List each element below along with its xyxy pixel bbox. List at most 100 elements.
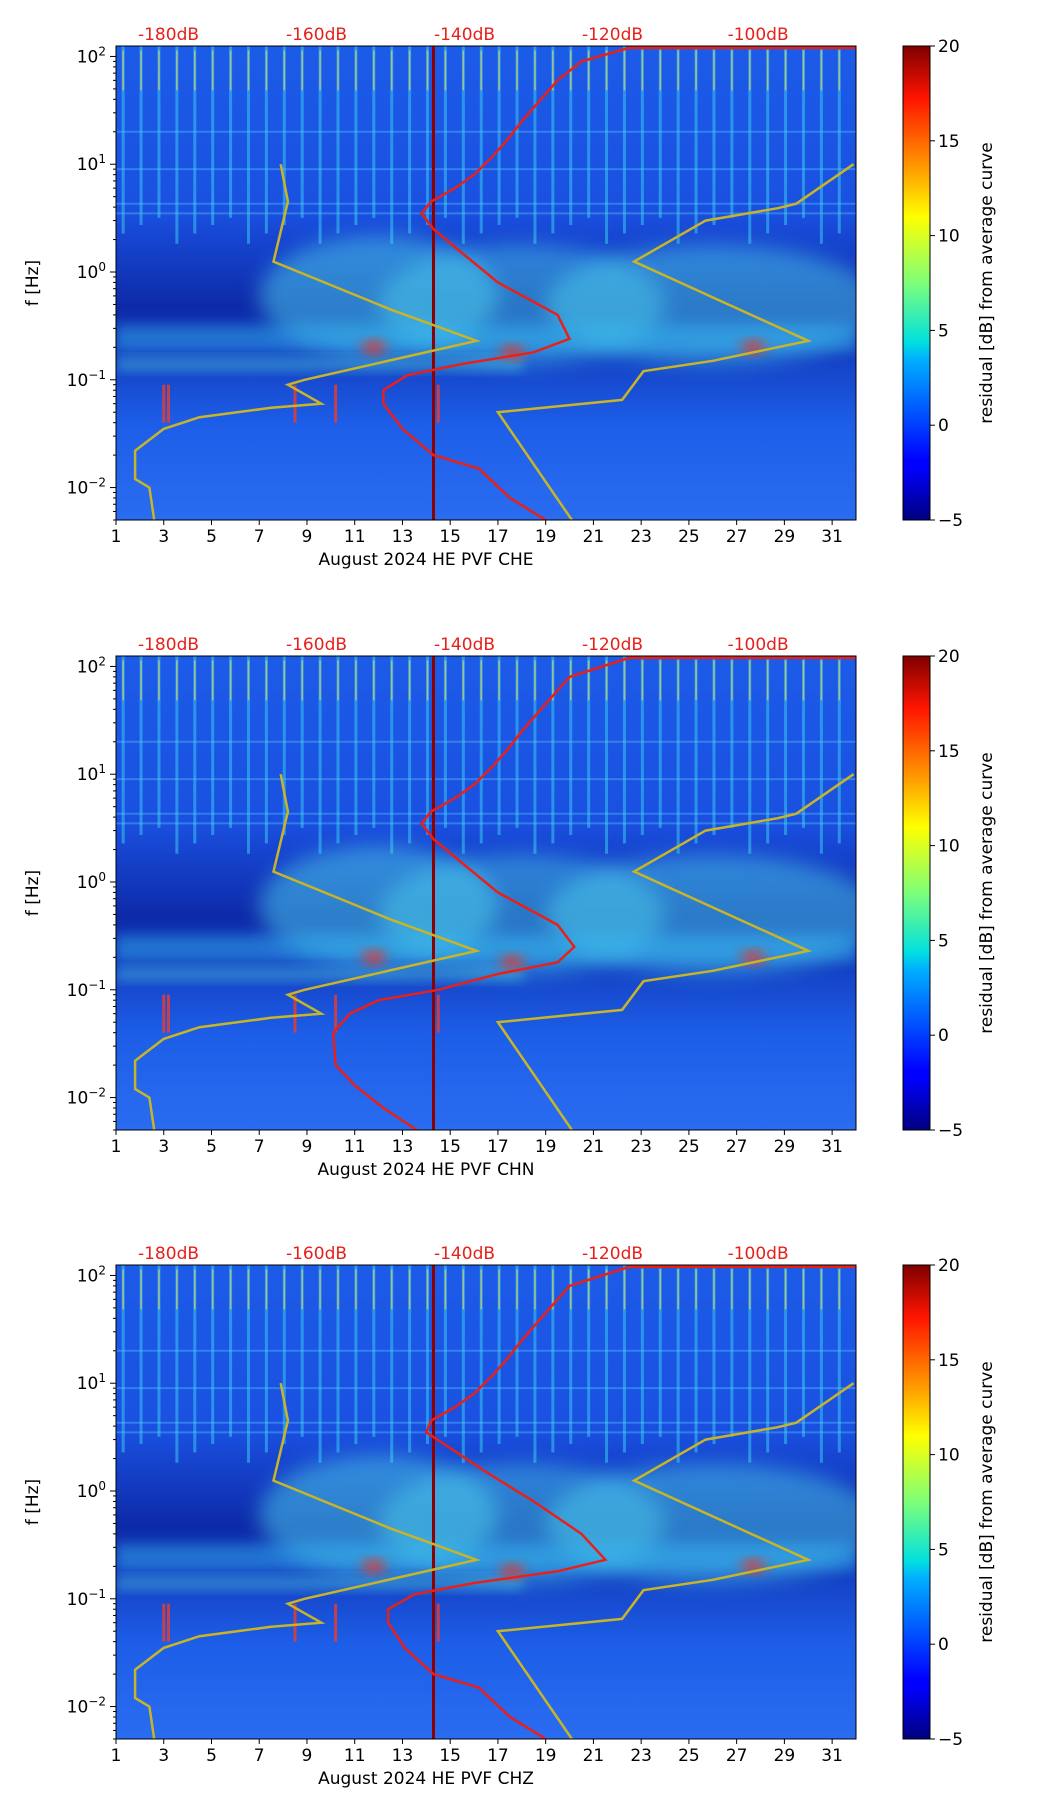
daily-streak-peak (301, 50, 303, 91)
daily-streak (748, 656, 752, 854)
y-tick-label: 10−2 (67, 476, 106, 499)
daily-streak-peak (462, 660, 465, 701)
x-tick-label: 21 (583, 527, 605, 547)
daily-streak (175, 46, 179, 244)
daily-streak-peak (784, 1269, 787, 1310)
daily-streak (766, 1265, 770, 1453)
hot-spot (500, 1565, 525, 1578)
daily-streak-peak (211, 50, 214, 91)
daily-streak-peak (122, 1269, 124, 1310)
daily-streak (479, 46, 483, 234)
y-tick-label: 100 (77, 870, 106, 893)
spectral-line (116, 1431, 856, 1434)
daily-streak-peak (229, 50, 232, 91)
daily-streak (461, 46, 465, 244)
y-tick-label: 101 (77, 762, 106, 785)
daily-streak (300, 656, 304, 828)
daily-streak (300, 46, 304, 218)
y-axis-label: f [Hz] (23, 870, 43, 916)
microseism-band (116, 968, 523, 981)
daily-streak (605, 46, 609, 244)
daily-streak (175, 1265, 179, 1463)
daily-streak-peak (820, 50, 823, 91)
daily-streak (730, 1265, 734, 1437)
daily-streak (121, 46, 125, 234)
colorbar-tick-label: 5 (938, 321, 949, 341)
event-streak (293, 1603, 297, 1642)
daily-streak (640, 656, 644, 835)
daily-streak-peak (426, 50, 429, 91)
top-db-label: -160dB (286, 635, 347, 655)
daily-streak (515, 46, 519, 218)
top-db-label: -100dB (728, 635, 789, 655)
daily-streak-peak (122, 50, 124, 91)
daily-streak-peak (802, 1269, 805, 1310)
daily-streak-peak (193, 1269, 196, 1310)
x-tick-label: 23 (630, 527, 652, 547)
daily-streak (175, 656, 179, 854)
daily-streak (211, 656, 215, 835)
x-tick-label: 15 (439, 527, 461, 547)
x-tick-label: 29 (774, 527, 796, 547)
daily-streak (819, 46, 823, 244)
daily-streak-peak (140, 660, 142, 701)
colorbar-tick-label: 15 (938, 132, 960, 152)
event-streak (436, 1603, 440, 1642)
daily-streak (282, 656, 286, 835)
x-tick-label: 3 (158, 1746, 169, 1766)
colorbar-tick-label: 5 (938, 931, 949, 951)
daily-streak (157, 46, 161, 218)
daily-streak (730, 46, 734, 218)
daily-streak (426, 656, 430, 835)
daily-streak-peak (390, 660, 393, 701)
event-streak (162, 1603, 166, 1642)
colorbar-tick-label: 10 (938, 837, 960, 857)
daily-streak (676, 656, 680, 854)
daily-streak (139, 1265, 143, 1444)
daily-streak-peak (552, 1269, 554, 1310)
daily-streak (712, 1265, 716, 1444)
y-tick-label: 102 (77, 44, 106, 67)
daily-streak (300, 1265, 304, 1437)
daily-streak-peak (713, 660, 715, 701)
daily-streak (264, 46, 268, 234)
daily-streak-peak (623, 660, 626, 701)
x-tick-label: 25 (678, 527, 700, 547)
x-tick-label: 31 (821, 1746, 843, 1766)
top-db-label: -140dB (434, 635, 495, 655)
daily-streak (533, 46, 537, 244)
colorbar-tick-label: 20 (938, 1256, 960, 1276)
daily-streak-peak (587, 1269, 590, 1310)
daily-streak (121, 656, 125, 844)
daily-streak-peak (677, 1269, 679, 1310)
spectral-line (116, 1421, 856, 1424)
daily-streak (426, 46, 430, 225)
daily-streak-peak (193, 660, 196, 701)
top-db-label: -100dB (728, 1244, 789, 1264)
colorbar-label: residual [dB] from average curve (977, 752, 997, 1033)
hot-spot (361, 1560, 386, 1573)
daily-streak-peak (677, 50, 679, 91)
daily-streak-peak (444, 50, 447, 91)
daily-streak-peak (319, 660, 321, 701)
daily-streak (837, 46, 841, 234)
daily-streak (426, 1265, 430, 1444)
model-curve-high (495, 163, 855, 520)
average-curve (386, 1265, 856, 1739)
daily-streak-peak (337, 50, 339, 91)
daily-streak (622, 1265, 626, 1453)
daily-streak-peak (534, 50, 536, 91)
daily-streak (497, 656, 501, 835)
daily-streak (837, 656, 841, 844)
daily-streak (211, 46, 215, 225)
x-tick-label: 1 (111, 1137, 122, 1157)
daily-streak-peak (229, 660, 232, 701)
daily-streak-peak (713, 1269, 715, 1310)
daily-streak (408, 1265, 412, 1453)
event-streak (167, 994, 171, 1033)
daily-streak (712, 656, 716, 835)
hot-spot (361, 341, 386, 354)
colorbar-tick-label: −5 (938, 1730, 963, 1750)
colorbar-tick-label: 15 (938, 1351, 960, 1371)
daily-streak (336, 1265, 340, 1453)
